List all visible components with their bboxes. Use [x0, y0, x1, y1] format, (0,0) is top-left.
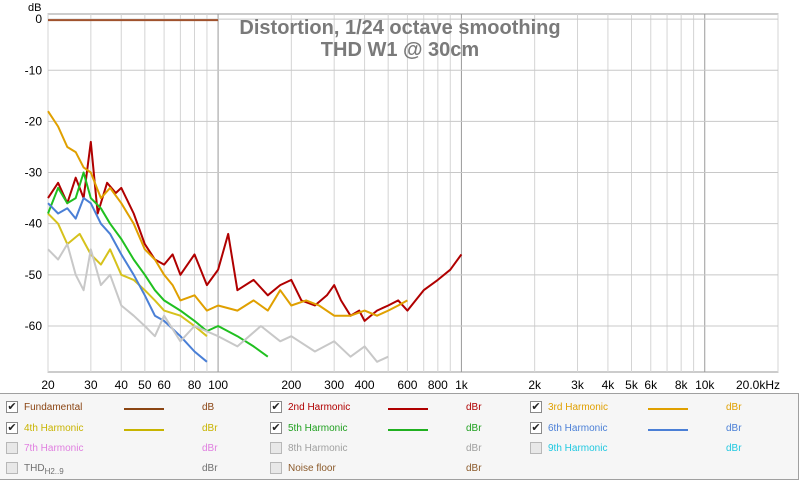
legend-label: 7th Harmonic	[24, 443, 84, 454]
x-tick-label: 4k	[602, 378, 616, 392]
series-4th-harmonic	[47, 212, 208, 337]
legend-checkbox-fundamental[interactable]: ✔	[6, 401, 18, 413]
legend-unit: dBr	[466, 423, 482, 434]
legend-checkbox-noise-floor[interactable]	[270, 462, 282, 474]
y-tick-label: 0	[35, 12, 42, 26]
distortion-chart: 20 30 40 50 60 80 100 200 300 400 600 800 1k 2k 3k 4k 5k…	[25, 2, 780, 392]
y-tick-label: -50	[25, 268, 43, 282]
legend-swatch	[648, 408, 688, 410]
legend-item-fundamental: ✔ Fundamental dB	[6, 399, 256, 417]
legend-checkbox-3rd-harmonic[interactable]: ✔	[530, 401, 542, 413]
series-3rd-harmonic	[47, 110, 408, 317]
x-tick-label: 30	[84, 378, 98, 392]
legend-item-6th-harmonic: ✔ 6th Harmonic dBr	[530, 420, 780, 438]
legend-checkbox-7th-harmonic[interactable]	[6, 442, 18, 454]
x-tick-label: 10k	[695, 378, 715, 392]
series-2nd-harmonic	[47, 140, 463, 322]
legend-swatch	[388, 429, 428, 431]
x-tick-label: 1k	[455, 378, 469, 392]
legend-unit: dBr	[202, 423, 218, 434]
legend-item-5th-harmonic: ✔ 5th Harmonic dBr	[270, 420, 520, 438]
x-tick-label: 60	[157, 378, 171, 392]
chart-canvas: 20 30 40 50 60 80 100 200 300 400 600 800 1k 2k 3k 4k 5k…	[25, 2, 780, 392]
legend-checkbox-thd[interactable]	[6, 462, 18, 474]
legend-label: Fundamental	[24, 402, 83, 413]
legend-label: Noise floor	[288, 463, 336, 474]
legend-item-noise-floor: Noise floor dBr	[270, 460, 520, 478]
legend-label: 8th Harmonic	[288, 443, 348, 454]
x-tick-label: 20.0kHz	[736, 378, 780, 392]
legend-checkbox-5th-harmonic[interactable]: ✔	[270, 422, 282, 434]
series-lines	[47, 19, 463, 363]
x-tick-label: 80	[188, 378, 202, 392]
legend-unit: dBr	[726, 423, 742, 434]
legend-unit: dBr	[726, 443, 742, 454]
x-tick-label: 40	[115, 378, 129, 392]
x-tick-label: 8k	[675, 378, 689, 392]
axis-labels: 20 30 40 50 60 80 100 200 300 400 600 800 1k 2k 3k 4k 5k…	[25, 12, 780, 392]
x-tick-label: 400	[355, 378, 375, 392]
legend-item-9th-harmonic: 9th Harmonic dBr	[530, 440, 780, 458]
chart-title: Distortion, 1/24 octave smoothing	[239, 17, 560, 39]
legend-label: 2nd Harmonic	[288, 402, 351, 413]
x-tick-label: 200	[281, 378, 301, 392]
legend-label: 3rd Harmonic	[548, 402, 609, 413]
legend-checkbox-4th-harmonic[interactable]: ✔	[6, 422, 18, 434]
legend-checkbox-2nd-harmonic[interactable]: ✔	[270, 401, 282, 413]
legend-unit: dBr	[466, 463, 482, 474]
y-tick-label: -40	[25, 217, 43, 231]
legend-checkbox-9th-harmonic[interactable]	[530, 442, 542, 454]
legend-item-2nd-harmonic: ✔ 2nd Harmonic dBr	[270, 399, 520, 417]
y-tick-label: -30	[25, 166, 43, 180]
x-tick-label: 800	[428, 378, 448, 392]
legend-panel: ✔ Fundamental dB ✔ 2nd Harmonic dBr ✔ 3rd Harmo…	[0, 393, 799, 480]
legend-label: 6th Harmonic	[548, 423, 608, 434]
legend-item-3rd-harmonic: ✔ 3rd Harmonic dBr	[530, 399, 780, 417]
legend-unit: dBr	[466, 402, 482, 413]
legend-label: 4th Harmonic	[24, 423, 84, 434]
x-tick-label: 100	[208, 378, 228, 392]
series-8th-harmonic	[47, 243, 389, 363]
chart-subtitle: THD W1 @ 30cm	[321, 39, 479, 61]
legend-item-thd: THDH2..9 dBr	[6, 460, 256, 478]
legend-unit: dBr	[202, 463, 218, 474]
legend-swatch	[124, 408, 164, 410]
legend-unit: dB	[202, 402, 215, 413]
legend-swatch	[388, 408, 428, 410]
legend-label: 9th Harmonic	[548, 443, 608, 454]
x-tick-label: 600	[397, 378, 417, 392]
legend-label: 5th Harmonic	[288, 423, 348, 434]
x-tick-label: 5k	[625, 378, 639, 392]
legend-item-4th-harmonic: ✔ 4th Harmonic dBr	[6, 420, 256, 438]
legend-unit: dBr	[726, 402, 742, 413]
y-tick-label: -20	[25, 114, 43, 128]
legend-swatch	[648, 429, 688, 431]
legend-unit: dBr	[202, 443, 218, 454]
y-axis-label: dB	[28, 2, 41, 14]
x-tick-label: 20	[41, 378, 55, 392]
legend-swatch	[124, 429, 164, 431]
legend-item-7th-harmonic: 7th Harmonic dBr	[6, 440, 256, 458]
x-tick-label: 6k	[644, 378, 658, 392]
legend-unit: dBr	[466, 443, 482, 454]
legend-checkbox-8th-harmonic[interactable]	[270, 442, 282, 454]
x-tick-label: 300	[324, 378, 344, 392]
legend-item-8th-harmonic: 8th Harmonic dBr	[270, 440, 520, 458]
y-tick-label: -10	[25, 63, 43, 77]
legend-label: THDH2..9	[24, 463, 64, 476]
legend-label-sub: H2..9	[44, 467, 64, 476]
x-tick-label: 2k	[528, 378, 542, 392]
series-5th-harmonic	[47, 171, 269, 358]
y-tick-label: -60	[25, 319, 43, 333]
x-tick-label: 3k	[571, 378, 585, 392]
legend-checkbox-6th-harmonic[interactable]: ✔	[530, 422, 542, 434]
x-tick-label: 50	[138, 378, 152, 392]
